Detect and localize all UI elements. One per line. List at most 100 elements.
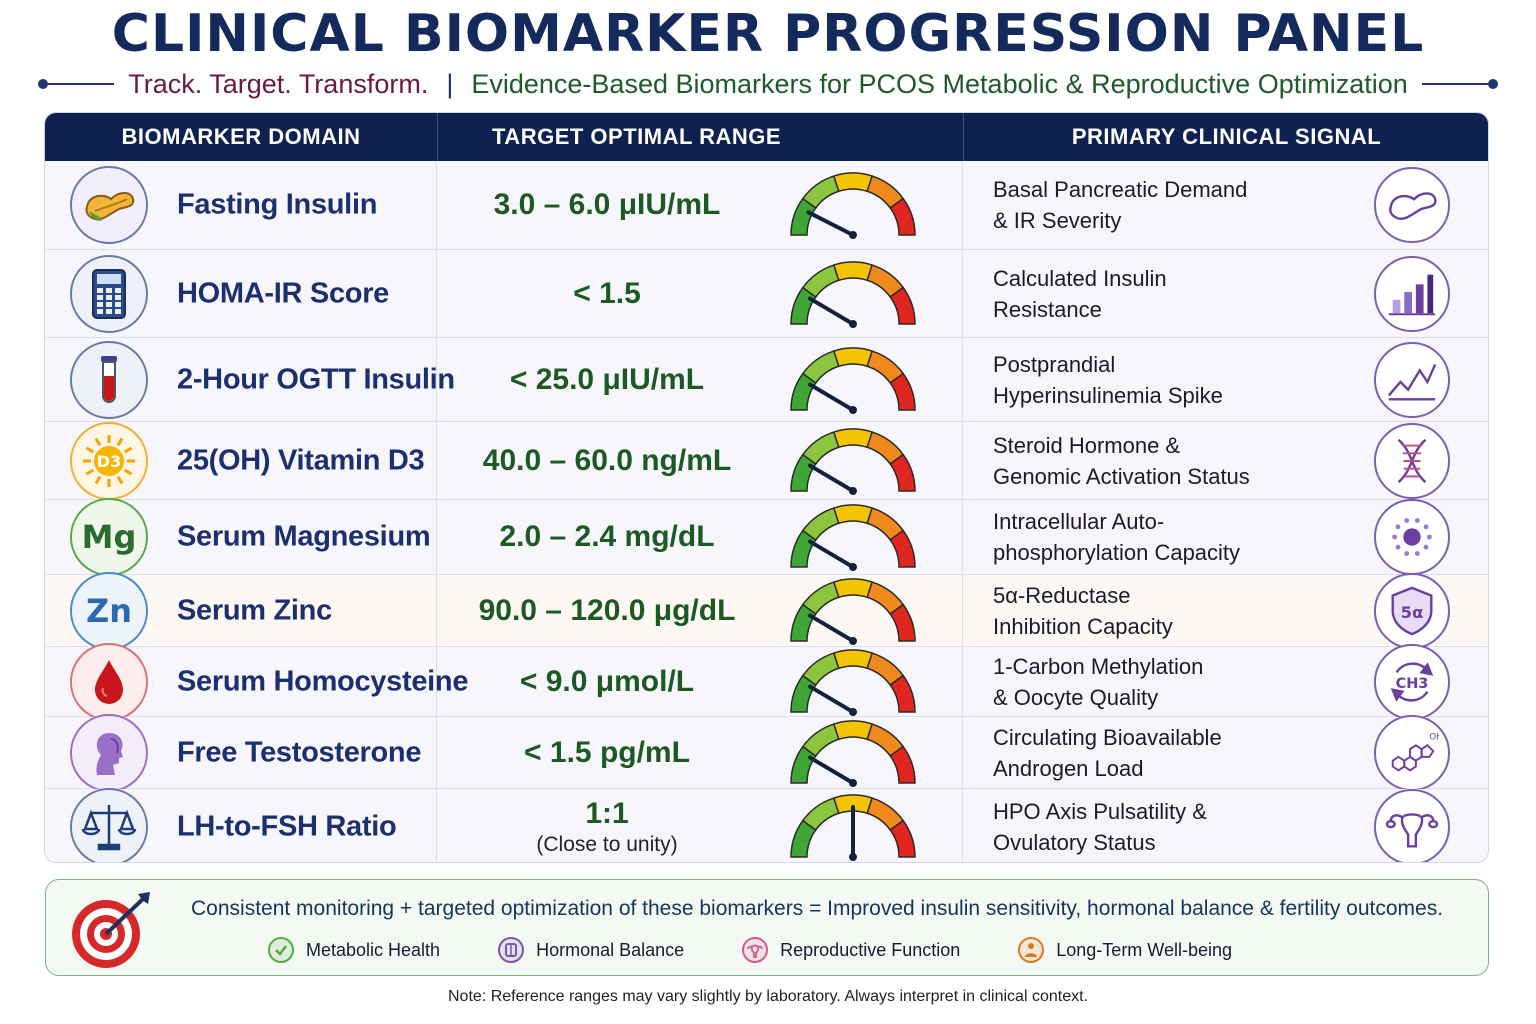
clinical-signal-cell: 1-Carbon Methylation & Oocyte Quality CH… [963, 643, 1488, 720]
gauge-segment [801, 175, 840, 210]
range-gauge [790, 719, 916, 787]
pancreas-icon [70, 166, 148, 244]
gauge-needle [807, 539, 855, 569]
bar-chart-icon [1374, 255, 1450, 332]
range-value: 1:1 [585, 796, 629, 830]
gauge-hub [849, 319, 857, 328]
biomarker-cell: Zn Serum Zinc [45, 571, 437, 650]
target-range: < 25.0 μIU/mL [437, 363, 777, 397]
table-row: 2-Hour OGTT Insulin < 25.0 μIU/mL Postpr… [45, 338, 1488, 422]
target-range: < 1.5 pg/mL [437, 736, 777, 770]
summary-benefit: Hormonal Balance [498, 937, 684, 963]
signal-line-1: Intracellular Auto- [993, 509, 1165, 534]
gauge-segment [801, 651, 840, 686]
summary-benefits: Metabolic Health Hormonal Balance Reproduc… [268, 936, 1290, 964]
shield-5a-icon: 5α [1374, 572, 1450, 649]
clinical-signal-cell: Calculated Insulin Resistance [963, 250, 1488, 337]
target-arrow-icon [72, 892, 150, 968]
gauge-segment [889, 453, 916, 492]
biomarker-name: 2-Hour OGTT Insulin [177, 363, 455, 395]
gauge-needle [807, 463, 855, 493]
biomarker-name: Serum Zinc [177, 594, 332, 626]
summary-benefit: Metabolic Health [268, 937, 440, 963]
benefit-label: Reproductive Function [780, 939, 961, 960]
signal-line-1: 1-Carbon Methylation [993, 653, 1204, 679]
clinical-signal-cell: 5α-Reductase Inhibition Capacity 5α [963, 572, 1488, 649]
clinical-signal-cell: Steroid Hormone & Genomic Activation Sta… [963, 422, 1488, 499]
biomarker-cell: 2-Hour OGTT Insulin [45, 338, 455, 421]
target-range-cell: 2.0 – 2.4 mg/dL [437, 500, 963, 574]
range-value: < 25.0 μIU/mL [509, 362, 705, 396]
signal-line-2: & IR Severity [993, 208, 1122, 233]
biomarker-cell: Free Testosterone [45, 713, 437, 792]
zinc-symbol: Zn [86, 591, 132, 630]
clinical-signal: Steroid Hormone & Genomic Activation Sta… [993, 430, 1353, 492]
signal-line-1: Steroid Hormone & [993, 432, 1181, 458]
table-row: Zn Serum Zinc 90.0 – 120.0 μg/dL 5α-Redu… [45, 571, 1488, 650]
range-gauge [790, 346, 916, 414]
balance-scale-icon [70, 787, 148, 862]
signal-line-2: phosphorylation Capacity [993, 540, 1241, 565]
test-tube-icon [70, 340, 148, 419]
signal-line-2: Inhibition Capacity [993, 613, 1173, 639]
tagline-right: Evidence-Based Biomarkers for PCOS Metab… [471, 68, 1408, 99]
biomarker-cell: D3 25(OH) Vitamin D3 [45, 421, 437, 500]
table-row: Fasting Insulin 3.0 – 6.0 μIU/mL Basal P… [45, 161, 1488, 250]
biomarker-cell: HOMA-IR Score [45, 250, 437, 337]
signal-line-1: Calculated Insulin [993, 265, 1167, 291]
range-gauge [790, 172, 916, 239]
gauge-segment [832, 648, 874, 669]
benefit-label: Long-Term Well-being [1056, 939, 1233, 960]
target-range-cell: 3.0 – 6.0 μIU/mL [437, 161, 963, 249]
person-icon [1018, 937, 1045, 963]
clinical-signal: Basal Pancreatic Demand & IR Severity [993, 174, 1353, 236]
biomarker-name: HOMA-IR Score [177, 277, 390, 309]
signal-line-1: HPO Axis Pulsatility & [993, 798, 1207, 824]
target-range-cell: 90.0 – 120.0 μg/dL [437, 575, 963, 646]
header-biomarker-domain: BIOMARKER DOMAIN [121, 124, 361, 149]
clinical-signal: Calculated Insulin Resistance [993, 263, 1353, 325]
signal-line-2: Resistance [993, 296, 1102, 322]
gauge-segment [801, 430, 840, 465]
gauge-segment [889, 603, 916, 642]
range-gauge [790, 793, 916, 861]
clinical-signal-cell: Circulating Bioavailable Androgen Load O… [963, 714, 1488, 791]
magnesium-symbol: Mg [81, 518, 137, 556]
calculator-icon [70, 254, 148, 333]
biomarker-name: 25(OH) Vitamin D3 [177, 444, 425, 476]
clinical-signal-cell: Postprandial Hyperinsulinemia Spike [963, 338, 1488, 421]
biomarker-name: Free Testosterone [177, 736, 422, 768]
target-range: 1:1 (Close to unity) [437, 797, 777, 857]
signal-line-2: Ovulatory Status [993, 829, 1156, 855]
tagline-rule-left [37, 79, 115, 89]
signal-line-2: Hyperinsulinemia Spike [993, 382, 1223, 408]
svg-text:CH3: CH3 [1396, 675, 1429, 691]
signal-line-2: Genomic Activation Status [993, 463, 1250, 489]
biomarker-cell: Serum Homocysteine [45, 642, 468, 721]
magnesium-icon: Mg [70, 498, 148, 576]
gauge-needle [807, 684, 855, 714]
benefit-label: Metabolic Health [306, 939, 441, 960]
target-range-cell: < 25.0 μIU/mL [437, 338, 963, 421]
clinical-signal: Intracellular Auto- phosphorylation Capa… [993, 506, 1353, 568]
gauge-segment [889, 286, 916, 325]
gauge-segment [889, 197, 916, 236]
pancreas-outline-icon [1374, 167, 1450, 243]
gauge-segment [889, 745, 916, 784]
range-value: 90.0 – 120.0 μg/dL [478, 593, 736, 627]
gauge-needle [807, 613, 855, 643]
clinical-signal: HPO Axis Pulsatility & Ovulatory Status [993, 796, 1353, 858]
tagline-row: Track. Target. Transform. | Evidence-Bas… [37, 64, 1499, 104]
biomarker-cell: LH-to-FSH Ratio [45, 787, 437, 862]
range-value: < 1.5 [573, 276, 641, 310]
target-range: 2.0 – 2.4 mg/dL [437, 520, 777, 554]
gauge-hub [849, 778, 857, 787]
gauge-hub [849, 563, 857, 571]
gauge-needle [807, 296, 855, 326]
footnote: Note: Reference ranges may vary slightly… [448, 988, 1088, 1005]
blood-drop-icon [70, 642, 148, 721]
header-clinical-signal: PRIMARY CLINICAL SIGNAL [963, 113, 1488, 161]
signal-line-2: & Oocyte Quality [993, 684, 1159, 710]
line-chart-icon [1374, 341, 1450, 418]
summary-benefit: Reproductive Function [742, 937, 960, 963]
